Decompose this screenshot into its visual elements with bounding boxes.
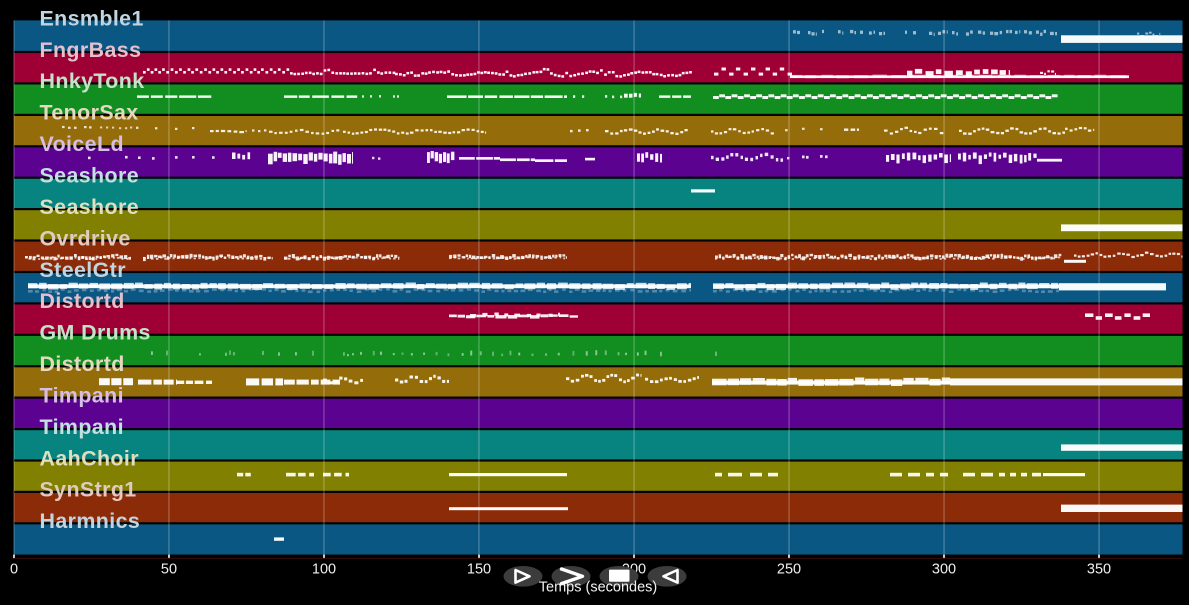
svg-text:VoiceLd: VoiceLd xyxy=(40,132,124,156)
svg-text:0: 0 xyxy=(10,562,18,578)
svg-text:250: 250 xyxy=(777,562,801,578)
svg-text:150: 150 xyxy=(467,562,491,578)
svg-text:SynStrg1: SynStrg1 xyxy=(40,478,137,502)
svg-text:Timpani: Timpani xyxy=(40,383,124,407)
svg-text:Distortd: Distortd xyxy=(40,352,125,376)
svg-text:350: 350 xyxy=(1087,562,1111,578)
svg-text:Seashore: Seashore xyxy=(40,164,140,188)
svg-text:AahChoir: AahChoir xyxy=(40,446,139,470)
svg-text:300: 300 xyxy=(932,562,956,578)
svg-text:GM Drums: GM Drums xyxy=(40,321,151,345)
svg-text:50: 50 xyxy=(161,562,177,578)
svg-text:Ovrdrive: Ovrdrive xyxy=(40,226,131,250)
svg-text:Timpani: Timpani xyxy=(40,415,124,439)
svg-text:100: 100 xyxy=(312,562,336,578)
svg-text:TenorSax: TenorSax xyxy=(40,101,139,125)
svg-text:Distortd: Distortd xyxy=(40,289,125,313)
svg-text:HnkyTonk: HnkyTonk xyxy=(40,69,145,93)
svg-text:Seashore: Seashore xyxy=(40,195,140,219)
svg-text:Harmnics: Harmnics xyxy=(40,509,141,533)
svg-text:FngrBass: FngrBass xyxy=(40,38,142,62)
svg-text:Ensmble1: Ensmble1 xyxy=(40,6,144,30)
svg-text:SteelGtr: SteelGtr xyxy=(40,258,126,282)
svg-text:Temps (secondes): Temps (secondes) xyxy=(539,580,657,596)
